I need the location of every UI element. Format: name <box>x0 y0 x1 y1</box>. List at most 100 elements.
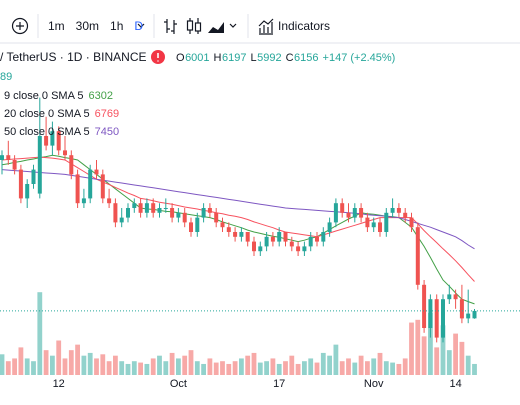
volume-bar <box>150 358 156 375</box>
bar-style-icon[interactable] <box>164 19 177 34</box>
volume-bar <box>428 312 433 375</box>
candle-body <box>6 155 11 160</box>
candle-body <box>289 241 294 247</box>
volume-bar <box>396 363 402 375</box>
volume-bar <box>415 319 421 375</box>
volume-bar <box>402 358 408 375</box>
volume-bar <box>119 361 125 375</box>
legend-value: 6302 <box>89 90 113 102</box>
volume-bar <box>81 355 87 375</box>
candle-body <box>447 294 452 300</box>
volume-bar <box>50 355 55 375</box>
volume-bar <box>68 350 74 375</box>
candle-body <box>252 241 256 252</box>
candle-body <box>56 131 61 151</box>
candle-body <box>346 212 351 218</box>
candle-body <box>31 169 36 184</box>
candle-body <box>315 236 319 242</box>
candle-body <box>25 184 30 199</box>
ohlc-value: 5992 <box>257 52 281 64</box>
volume-bar <box>289 355 295 375</box>
interval-dropdown[interactable] <box>137 23 145 28</box>
candle-body <box>88 169 93 199</box>
candle-body <box>359 208 364 218</box>
legend-name: 20 close 0 SMA 5 <box>4 108 90 120</box>
volume-bar <box>339 361 345 375</box>
volume-bar <box>207 358 213 375</box>
symbol-title: / TetherUS · 1D · BINANCE <box>0 50 146 64</box>
volume-bar <box>295 363 301 375</box>
candle-body <box>201 208 206 218</box>
volume-bar <box>239 358 244 375</box>
interval-button[interactable]: D <box>134 19 143 33</box>
area-style-icon[interactable] <box>208 22 237 33</box>
plot: 12 Oct 17 Nov 14 <box>0 97 520 390</box>
volume-bar <box>251 352 257 375</box>
interval-button[interactable]: 1h <box>110 19 123 33</box>
volume-bar <box>257 362 263 375</box>
volume-bar <box>24 358 30 375</box>
volume-bar <box>327 355 332 375</box>
volume-bar <box>352 362 358 375</box>
candle-body <box>63 150 67 156</box>
candle-body <box>403 212 408 218</box>
candle-body <box>434 299 439 338</box>
volume-bar <box>358 355 364 375</box>
candle-body <box>69 155 74 175</box>
candle-body <box>207 208 212 213</box>
candle-body <box>75 174 80 204</box>
volume-bar <box>100 354 106 375</box>
candle-body <box>441 299 445 338</box>
indicators-button[interactable]: Indicators <box>278 19 330 33</box>
candle-body <box>126 208 130 218</box>
candle-body <box>163 208 168 209</box>
legend-name: 9 close 0 SMA 5 <box>4 90 84 102</box>
volume-bar <box>213 362 219 375</box>
interval-button[interactable]: 30m <box>76 19 99 33</box>
volume-bar <box>113 355 118 375</box>
candle-body <box>270 236 275 242</box>
candle-body <box>107 198 112 204</box>
volume-bar <box>276 363 282 375</box>
candle-body <box>327 222 332 232</box>
indicators-icon[interactable] <box>258 18 274 35</box>
volume-bar <box>314 362 320 375</box>
volume-bar <box>0 354 5 375</box>
volume-bar <box>220 361 225 375</box>
candle-body <box>220 222 225 228</box>
x-tick-label: Oct <box>170 378 187 390</box>
candle-body <box>214 212 219 223</box>
candle-body <box>296 246 301 252</box>
volume-bar <box>440 325 446 375</box>
interval-button[interactable]: 1m <box>48 19 65 33</box>
candle-body <box>422 284 427 328</box>
add-symbol-button[interactable] <box>11 17 29 35</box>
candle-body <box>195 217 200 232</box>
candle-body <box>18 169 23 199</box>
candle-body <box>12 160 17 170</box>
candle-style-icon[interactable] <box>186 18 202 34</box>
candle-body <box>50 131 55 146</box>
candle-body <box>371 222 376 228</box>
candle-body <box>233 232 238 237</box>
volume-bar <box>62 358 68 375</box>
volume-bar <box>226 363 232 375</box>
volume-bar <box>182 355 188 375</box>
candle-body <box>239 232 244 237</box>
candle-body <box>144 203 149 213</box>
candle-body <box>94 169 99 175</box>
candle-body <box>170 208 175 218</box>
ohlc-value: 6001 <box>185 52 209 64</box>
x-tick-label: 14 <box>449 378 461 390</box>
candle-body <box>264 236 269 247</box>
cut-value: 89 <box>0 71 12 83</box>
volume-bar <box>87 352 93 375</box>
volume-bar <box>446 350 452 375</box>
volume-bar <box>18 347 24 375</box>
candle-body <box>453 294 458 300</box>
volume-bar <box>176 358 181 375</box>
volume-bar <box>371 358 377 375</box>
candle-body <box>119 217 124 223</box>
